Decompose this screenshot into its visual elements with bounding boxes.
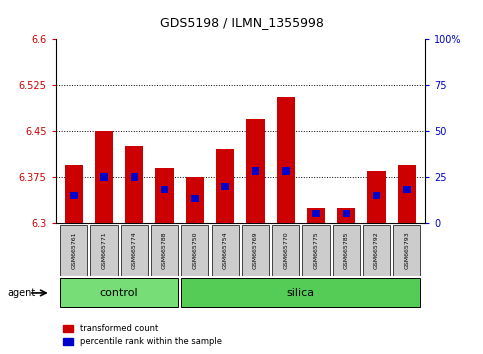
- Bar: [60, 279, 178, 307]
- Bar: [333, 225, 360, 276]
- Bar: [342, 210, 350, 217]
- Bar: [393, 225, 421, 276]
- Text: GSM665754: GSM665754: [223, 232, 227, 269]
- Bar: [272, 225, 299, 276]
- Text: GSM665769: GSM665769: [253, 232, 258, 269]
- Bar: [246, 119, 265, 223]
- Bar: [95, 131, 113, 223]
- Text: GSM665770: GSM665770: [283, 232, 288, 269]
- Bar: [181, 225, 209, 276]
- Bar: [216, 149, 234, 223]
- Text: GSM665761: GSM665761: [71, 232, 76, 269]
- Text: GSM665771: GSM665771: [101, 232, 107, 269]
- Text: GSM665785: GSM665785: [344, 232, 349, 269]
- Bar: [191, 195, 199, 202]
- Bar: [121, 225, 148, 276]
- Bar: [373, 192, 381, 199]
- Bar: [100, 173, 108, 181]
- Bar: [151, 225, 178, 276]
- Bar: [60, 225, 87, 276]
- Bar: [161, 185, 169, 193]
- Bar: [90, 225, 118, 276]
- Bar: [242, 225, 269, 276]
- Text: GSM665775: GSM665775: [313, 232, 318, 269]
- Bar: [156, 168, 174, 223]
- Bar: [368, 171, 385, 223]
- Text: silica: silica: [287, 288, 315, 298]
- Bar: [212, 225, 239, 276]
- Bar: [181, 279, 421, 307]
- Bar: [186, 177, 204, 223]
- Bar: [221, 183, 229, 190]
- Bar: [130, 173, 138, 181]
- Text: agent: agent: [7, 288, 35, 298]
- Bar: [282, 167, 289, 175]
- Bar: [307, 208, 325, 223]
- Text: GSM665793: GSM665793: [404, 232, 410, 269]
- Bar: [302, 225, 329, 276]
- Text: GDS5198 / ILMN_1355998: GDS5198 / ILMN_1355998: [159, 16, 324, 29]
- Bar: [65, 165, 83, 223]
- Legend: transformed count, percentile rank within the sample: transformed count, percentile rank withi…: [60, 321, 225, 350]
- Text: control: control: [100, 288, 139, 298]
- Bar: [252, 167, 259, 175]
- Text: GSM665792: GSM665792: [374, 232, 379, 269]
- Text: GSM665774: GSM665774: [132, 232, 137, 269]
- Bar: [70, 192, 77, 199]
- Bar: [125, 146, 143, 223]
- Bar: [277, 97, 295, 223]
- Bar: [312, 210, 320, 217]
- Text: GSM665750: GSM665750: [192, 232, 198, 269]
- Bar: [337, 208, 355, 223]
- Bar: [363, 225, 390, 276]
- Text: GSM665788: GSM665788: [162, 232, 167, 269]
- Bar: [398, 165, 416, 223]
- Bar: [403, 185, 411, 193]
